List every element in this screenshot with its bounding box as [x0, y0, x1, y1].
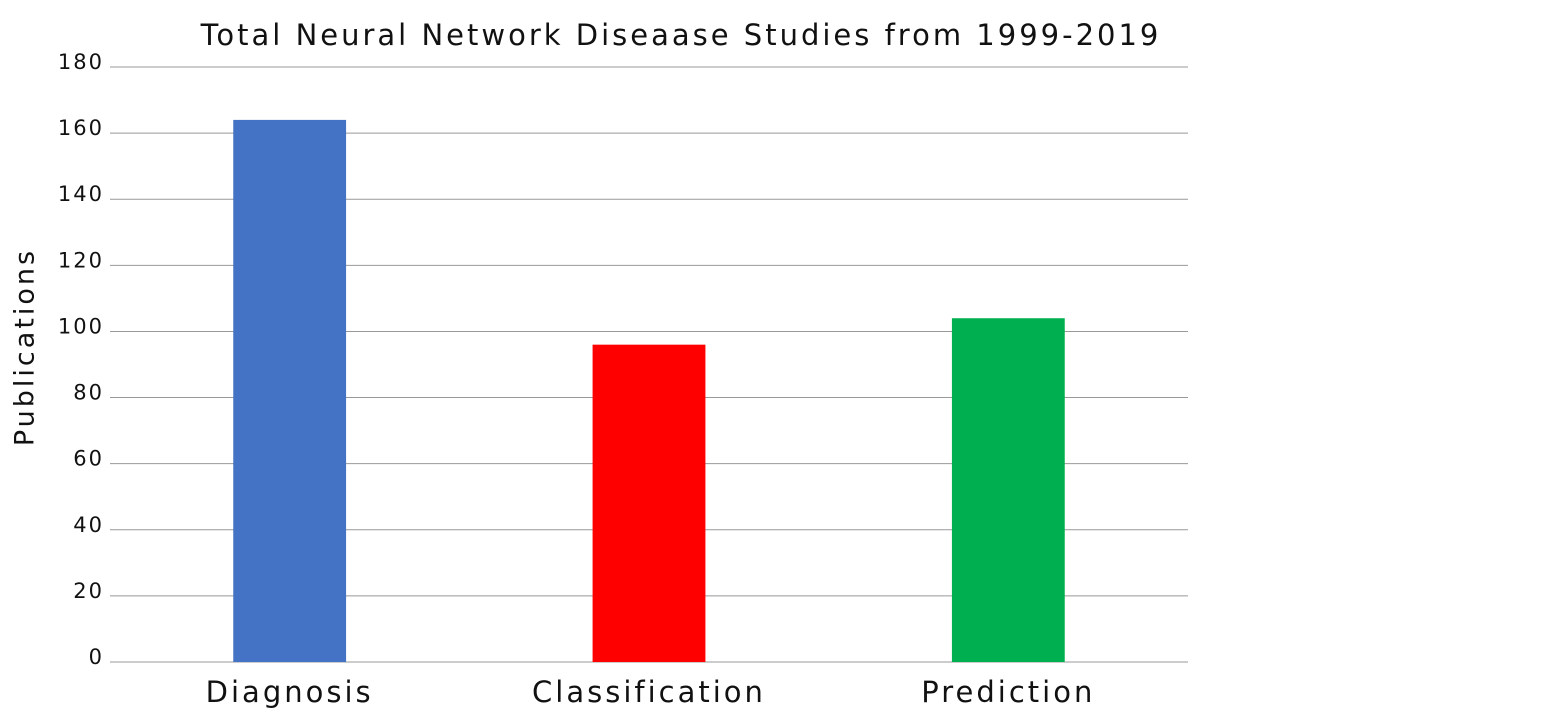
- y-tick-label: 20: [73, 579, 104, 603]
- chart-title: Total Neural Network Diseaase Studies fr…: [200, 18, 1162, 52]
- y-tick-label: 40: [73, 513, 104, 537]
- bar: [592, 344, 706, 662]
- y-tick-label: 60: [73, 447, 104, 471]
- y-tick-label: 80: [73, 381, 104, 405]
- y-tick-label: 100: [58, 314, 104, 338]
- x-tick-label: Classification: [532, 675, 766, 709]
- bar: [951, 318, 1065, 662]
- bar: [233, 119, 347, 662]
- y-tick-label: 180: [58, 50, 104, 74]
- y-tick-label: 160: [58, 116, 104, 140]
- y-tick-label: 0: [89, 645, 104, 669]
- x-tick-label: Prediction: [921, 675, 1095, 709]
- y-axis-label: Publications: [10, 248, 41, 446]
- y-tick-label: 120: [58, 248, 104, 272]
- y-tick-label: 140: [58, 182, 104, 206]
- x-tick-label: Diagnosis: [206, 675, 374, 709]
